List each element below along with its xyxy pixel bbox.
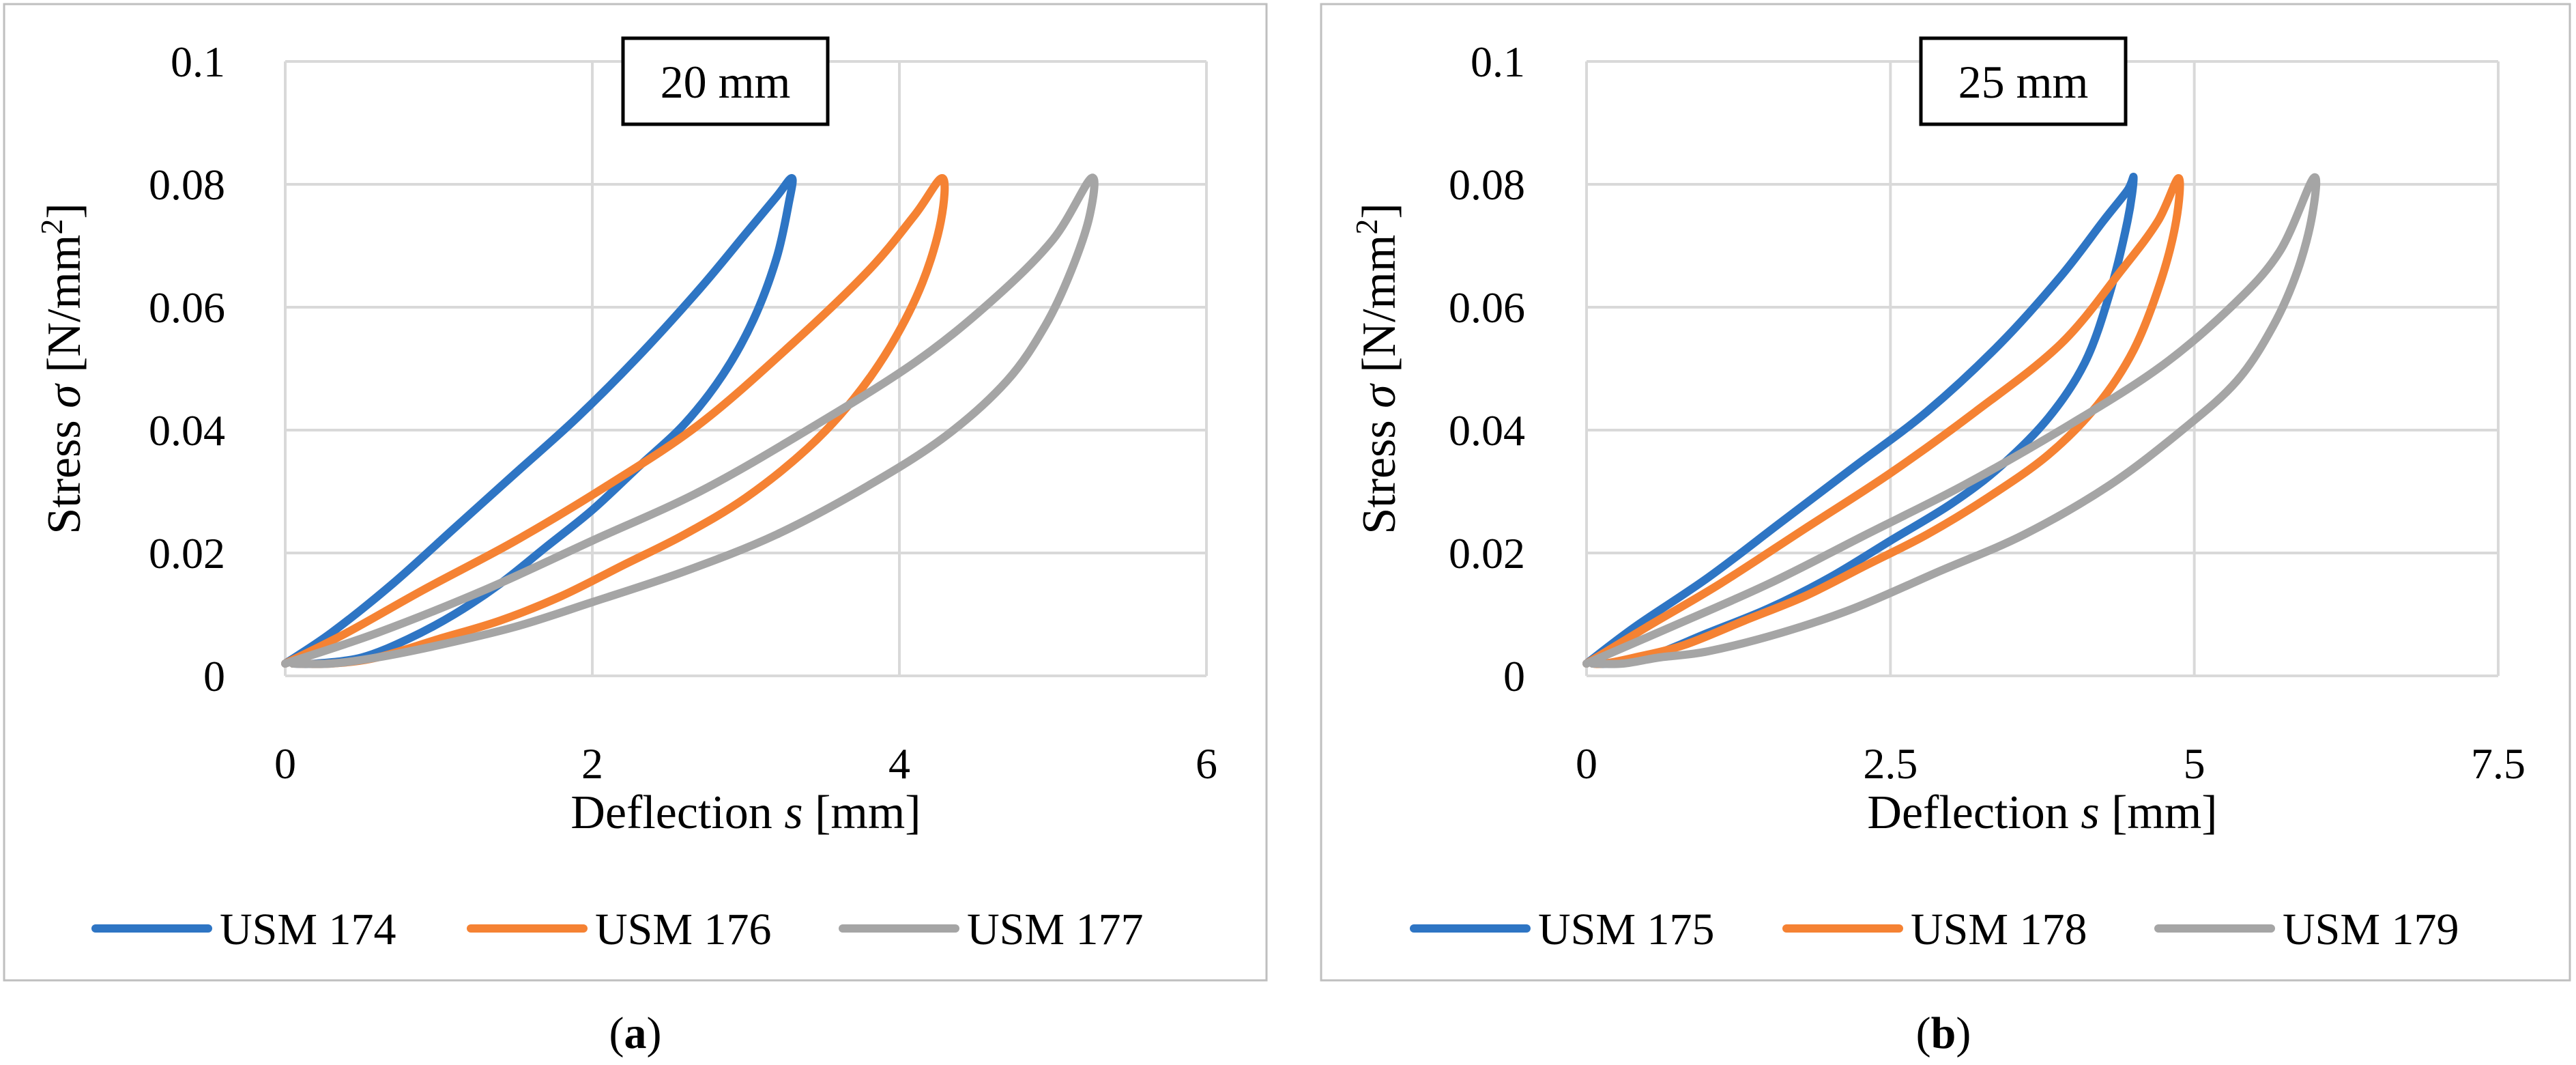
panel-a-y-tick-label: 0.02	[149, 529, 225, 578]
panel-b-y-title-superscript: 2	[1349, 219, 1384, 235]
panel-a-y-tick-label: 0.06	[149, 283, 225, 332]
panel-a-y-title-text: Stress	[38, 408, 91, 535]
panel-b-y-tick-label: 0	[1503, 652, 1525, 700]
panel-a-x-tick-label: 0	[274, 739, 296, 788]
panel-a-x-tick-label: 4	[888, 739, 910, 788]
panel-a-y-title-superscript: 2	[34, 219, 69, 235]
panel-b-tag-box	[1919, 36, 2128, 126]
chart-panel-a: 0 0.02 0.04 0.06 0.08 0.1 0 2 4 6 Stress σ [N/mm…	[3, 3, 1268, 982]
panel-b-y-tick-label: 0.08	[1449, 160, 1525, 209]
panel-b-y-title-symbol: σ	[1353, 383, 1406, 408]
panel-a-series-usm-174	[281, 174, 797, 668]
panel-a-x-title-symbol: s	[784, 786, 802, 839]
panel-b-caption: (b)	[1916, 1008, 1971, 1058]
panel-b-series-usm-179	[1582, 173, 2321, 668]
panel-a-y-axis-title: Stress σ [N/mm2]	[34, 203, 91, 534]
panel-a-y-tick-label: 0.04	[149, 406, 225, 455]
panel-a-x-title-unit: [mm]	[803, 786, 921, 839]
panel-a-legend: USM 174 USM 176 USM 177	[91, 905, 1144, 954]
caption-letter: a	[624, 1008, 647, 1058]
panel-b-x-tick-label: 2.5	[1863, 739, 1917, 788]
panel-a-x-title-text: Deflection	[570, 786, 784, 839]
panel-a-series-usm-176	[281, 174, 949, 668]
panel-a-legend-label: USM 176	[595, 905, 772, 954]
panel-b-x-axis-title: Deflection s [mm]	[1867, 786, 2217, 839]
caption-open-paren: (	[1916, 1008, 1931, 1058]
panel-a-tag-box	[621, 36, 830, 126]
panel-a-tag-label: 20 mm	[661, 56, 791, 108]
panel-a-x-axis-title: Deflection s [mm]	[570, 786, 921, 839]
caption-close-paren: )	[647, 1008, 662, 1058]
caption-open-paren: (	[609, 1008, 624, 1058]
panel-b-x-tick-label: 0	[1576, 739, 1597, 788]
panel-a-y-tick-labels: 0 0.02 0.04 0.06 0.08 0.1	[149, 38, 225, 700]
panel-a-legend-label: USM 174	[220, 905, 396, 954]
panel-a-x-tick-labels: 0 2 4 6	[274, 739, 1217, 788]
panel-b-x-title-unit: [mm]	[2100, 786, 2218, 839]
panel-b-legend: USM 175 USM 178 USM 179	[1410, 905, 2459, 954]
panel-a-caption: (a)	[609, 1008, 662, 1058]
panel-b-y-tick-label: 0.04	[1449, 406, 1525, 455]
panel-b-x-title-symbol: s	[2081, 786, 2099, 839]
panel-a-y-tick-label: 0.1	[171, 38, 225, 86]
panel-b-y-title-unit: [N/mm	[1353, 235, 1406, 385]
panel-b-y-tick-label: 0.02	[1449, 529, 1525, 578]
panel-a-tag: 20 mm	[621, 36, 830, 126]
panel-a-y-tick-label: 0	[203, 652, 225, 700]
panel-a-series	[281, 173, 1099, 668]
panel-a-y-title-close: ]	[38, 203, 91, 218]
panel-b-tag: 25 mm	[1919, 36, 2128, 126]
panel-b-x-title-text: Deflection	[1867, 786, 2081, 839]
panel-b-y-tick-label: 0.06	[1449, 283, 1525, 332]
panel-a-y-title-unit: [N/mm	[38, 235, 91, 385]
panel-a-y-tick-label: 0.08	[149, 160, 225, 209]
chart-panel-b: 0 0.02 0.04 0.06 0.08 0.1 0 2.5 5 7.5 Stress σ […	[1320, 3, 2571, 982]
panel-a-frame	[3, 3, 1268, 982]
panel-b-y-axis-title: Stress σ [N/mm2]	[1349, 203, 1406, 534]
panel-b-y-tick-labels: 0 0.02 0.04 0.06 0.08 0.1	[1449, 38, 1525, 700]
caption-letter: b	[1931, 1008, 1956, 1058]
panel-b-y-title-text: Stress	[1353, 408, 1406, 535]
panel-b-y-title-close: ]	[1353, 203, 1406, 218]
panel-a-series-usm-177	[281, 173, 1099, 668]
panel-b-x-tick-labels: 0 2.5 5 7.5	[1576, 739, 2526, 788]
panel-b-series-usm-178	[1582, 174, 2184, 668]
panel-a-x-tick-label: 6	[1196, 739, 1217, 788]
panel-a-legend-label: USM 177	[967, 905, 1144, 954]
caption-close-paren: )	[1956, 1008, 1971, 1058]
panel-b-tag-label: 25 mm	[1958, 56, 2089, 108]
panel-b-series	[1582, 173, 2321, 668]
panel-b-legend-label: USM 179	[2283, 905, 2459, 954]
panel-b-legend-label: USM 175	[1538, 905, 1715, 954]
panel-b-x-tick-label: 7.5	[2471, 739, 2526, 788]
panel-a-y-title-symbol: σ	[38, 383, 91, 408]
panel-b-y-tick-label: 0.1	[1471, 38, 1525, 86]
panel-a-x-tick-label: 2	[581, 739, 603, 788]
panel-b-legend-label: USM 178	[1911, 905, 2087, 954]
panel-b-x-tick-label: 5	[2184, 739, 2205, 788]
